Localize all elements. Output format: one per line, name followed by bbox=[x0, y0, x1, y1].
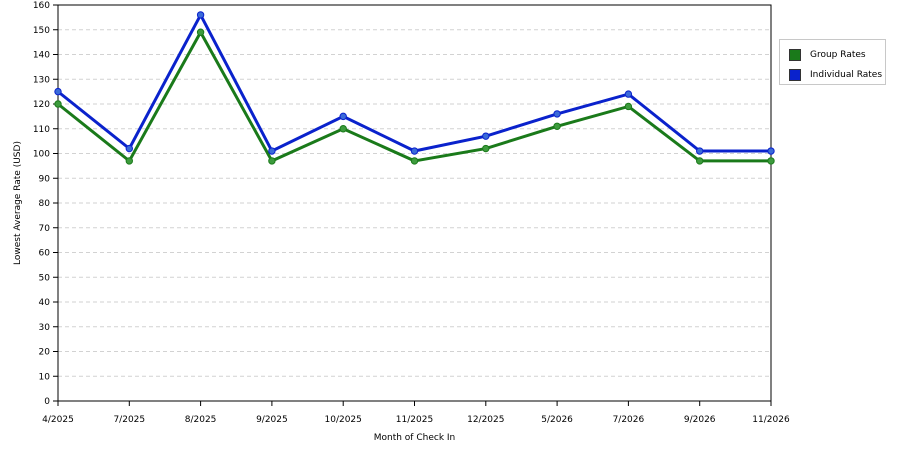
data-point-group-rates bbox=[410, 157, 419, 165]
data-point-individual-rates bbox=[54, 87, 62, 96]
y-tick-label: 0 bbox=[44, 397, 50, 407]
data-point-group-rates bbox=[767, 157, 775, 165]
data-point-group-rates bbox=[339, 125, 347, 133]
data-point-group-rates bbox=[54, 100, 62, 108]
y-tick-label: 130 bbox=[33, 75, 50, 85]
legend: Group Rates Individual Rates bbox=[779, 39, 886, 85]
y-axis-title: Lowest Average Rate (USD) bbox=[13, 141, 23, 265]
data-point-group-rates bbox=[482, 144, 490, 153]
x-tick-label: 9/2025 bbox=[256, 415, 288, 425]
data-point-group-rates bbox=[268, 157, 276, 165]
x-tick-label: 12/2025 bbox=[467, 415, 504, 425]
data-point-group-rates bbox=[196, 28, 205, 36]
y-tick-label: 90 bbox=[39, 174, 51, 184]
data-point-individual-rates bbox=[482, 132, 490, 140]
axes: 0 10 20 30 40 50 60 70 80 90 100 110 120 130 140 150 160… bbox=[33, 1, 790, 425]
data-point-individual-rates bbox=[339, 112, 347, 121]
data-point-individual-rates bbox=[125, 144, 134, 153]
y-tick-label: 110 bbox=[33, 125, 50, 135]
legend-label-group-rates: Group Rates bbox=[810, 50, 866, 60]
x-tick-label: 7/2026 bbox=[613, 415, 645, 425]
x-tick-label: 11/2025 bbox=[396, 415, 433, 425]
data-point-group-rates bbox=[553, 122, 561, 130]
x-tick-label: 11/2026 bbox=[752, 415, 790, 425]
data-point-individual-rates bbox=[196, 11, 205, 19]
y-tick-label: 60 bbox=[39, 249, 51, 259]
data-point-group-rates bbox=[696, 157, 704, 165]
legend-swatch-individual-rates bbox=[789, 69, 801, 81]
y-tick-label: 120 bbox=[33, 100, 50, 110]
x-tick-label: 9/2026 bbox=[684, 415, 716, 425]
series-line-individual-rates bbox=[57, 11, 771, 154]
x-tick-label: 4/2025 bbox=[42, 415, 74, 425]
legend-swatch-group-rates bbox=[789, 49, 801, 61]
data-point-individual-rates bbox=[767, 147, 775, 155]
data-point-individual-rates bbox=[624, 90, 633, 98]
y-tick-label: 20 bbox=[39, 348, 51, 358]
legend-item-individual-rates: Individual Rates bbox=[789, 68, 882, 82]
x-tick-label: 8/2025 bbox=[185, 415, 217, 425]
data-point-individual-rates bbox=[696, 147, 704, 155]
x-tick-label: 7/2025 bbox=[113, 415, 145, 425]
data-point-individual-rates bbox=[553, 110, 561, 118]
y-tick-label: 150 bbox=[33, 26, 50, 36]
y-tick-label: 70 bbox=[39, 224, 51, 234]
y-tick-label: 100 bbox=[33, 150, 50, 160]
data-point-group-rates bbox=[624, 102, 633, 111]
x-tick-label: 10/2025 bbox=[325, 415, 362, 425]
series-line-group-rates bbox=[57, 29, 771, 164]
x-axis-title: Month of Check In bbox=[374, 433, 456, 443]
x-tick-label: 5/2026 bbox=[541, 415, 573, 425]
data-point-individual-rates bbox=[410, 147, 419, 155]
y-tick-label: 50 bbox=[39, 273, 51, 283]
data-point-group-rates bbox=[125, 157, 134, 165]
y-tick-label: 10 bbox=[39, 372, 51, 382]
y-tick-label: 160 bbox=[33, 1, 50, 11]
y-tick-label: 30 bbox=[39, 323, 51, 333]
y-tick-label: 40 bbox=[39, 298, 51, 308]
legend-label-individual-rates: Individual Rates bbox=[810, 70, 883, 80]
y-tick-label: 140 bbox=[33, 51, 50, 61]
series-group bbox=[54, 11, 775, 165]
data-point-individual-rates bbox=[268, 147, 276, 155]
legend-item-group-rates: Group Rates bbox=[789, 48, 866, 62]
y-tick-label: 80 bbox=[39, 199, 51, 209]
